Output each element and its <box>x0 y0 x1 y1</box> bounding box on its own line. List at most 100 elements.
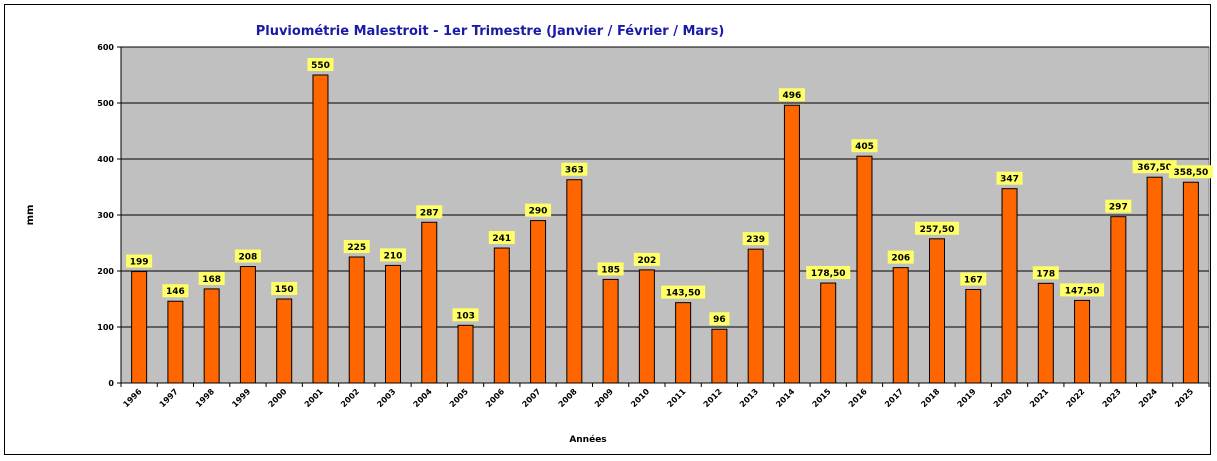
data-label-2009: 185 <box>597 262 624 276</box>
bar-2018 <box>929 238 945 384</box>
data-label-text: 210 <box>384 251 403 261</box>
data-label-2015: 178,50 <box>806 266 851 280</box>
data-label-1998: 168 <box>198 271 225 285</box>
x-tick-label-2021: 2021 <box>1028 387 1050 409</box>
data-label-text: 239 <box>746 235 765 245</box>
data-label-2021: 178 <box>1032 266 1059 280</box>
data-label-text: 206 <box>891 254 910 264</box>
data-label-2002: 225 <box>343 240 370 253</box>
data-label-1996: 199 <box>126 254 153 268</box>
data-label-2017: 206 <box>887 250 914 264</box>
x-axis-ticks: 1996 1997 1998 1999 2000 2001 2002 2003 2004 2005… <box>120 383 1210 409</box>
x-tick-label-2019: 2019 <box>956 387 978 409</box>
bar-2013 <box>747 248 764 384</box>
data-label-text: 241 <box>492 234 511 244</box>
data-label-box <box>1060 283 1105 297</box>
data-label-box <box>416 205 443 219</box>
x-tick-label-1996: 1996 <box>121 387 143 409</box>
data-label-box <box>525 203 552 217</box>
bar-2025 <box>1182 181 1199 384</box>
bar-1999 <box>239 266 256 384</box>
data-label-text: 178,50 <box>811 269 846 279</box>
data-label-text: 199 <box>130 258 149 268</box>
x-tick-label-2014: 2014 <box>774 387 796 409</box>
x-tick-label-2011: 2011 <box>665 387 687 409</box>
data-label-text: 146 <box>166 287 185 297</box>
data-label-box <box>561 162 588 176</box>
y-tick-label: 400 <box>97 155 114 164</box>
bar-2024 <box>1146 176 1163 384</box>
data-labels: 199 146 168 208 150 550 225 210 287 103 241 290 363 1… <box>126 58 1213 326</box>
data-label-2010: 202 <box>633 252 660 266</box>
x-tick-label-2004: 2004 <box>412 387 434 409</box>
bar-2011 <box>675 302 692 384</box>
bars <box>131 74 1199 384</box>
data-label-text: 290 <box>529 207 548 217</box>
bar-1996 <box>131 271 148 384</box>
x-tick-label-2018: 2018 <box>919 387 941 409</box>
x-tick-label-2008: 2008 <box>557 387 579 409</box>
x-tick-label-2001: 2001 <box>303 387 325 409</box>
data-label-text: 257,50 <box>920 225 955 235</box>
data-label-2013: 239 <box>742 232 769 246</box>
x-tick-label-2002: 2002 <box>339 387 361 409</box>
bar-1997 <box>167 300 184 384</box>
bar-2015 <box>820 282 837 384</box>
x-tick-label-2010: 2010 <box>629 387 651 409</box>
data-label-text: 496 <box>783 91 802 101</box>
bar-2002 <box>348 256 365 384</box>
bar-2017 <box>892 267 909 384</box>
data-label-2019: 167 <box>960 272 987 286</box>
data-label-text: 358,50 <box>1173 168 1208 178</box>
data-label-text: 297 <box>1109 203 1128 213</box>
y-tick-label: 100 <box>97 323 114 332</box>
data-label-2006: 241 <box>488 231 515 245</box>
data-label-2020: 347 <box>996 171 1023 185</box>
data-label-box <box>597 262 624 276</box>
x-tick-label-1997: 1997 <box>158 387 180 409</box>
data-label-box <box>234 249 261 263</box>
data-label-2004: 287 <box>416 205 443 219</box>
bar-2020 <box>1001 188 1018 384</box>
y-tick-label: 0 <box>108 379 114 388</box>
x-tick-label-2003: 2003 <box>375 387 397 409</box>
data-label-2022: 147,50 <box>1060 283 1105 297</box>
data-label-box <box>633 252 660 266</box>
data-label-text: 208 <box>239 253 258 263</box>
bar-2012 <box>711 328 728 384</box>
y-tick-label: 200 <box>97 267 114 276</box>
data-label-text: 178 <box>1036 269 1055 279</box>
bar-2023 <box>1110 216 1127 384</box>
data-label-2011: 143,50 <box>661 285 706 299</box>
x-tick-label-1999: 1999 <box>230 387 252 409</box>
data-label-box <box>709 312 730 326</box>
bar-2019 <box>965 288 982 384</box>
bar-2003 <box>385 264 401 384</box>
data-label-box <box>1105 199 1132 213</box>
x-tick-label-2009: 2009 <box>593 387 615 409</box>
y-axis-ticks: 0 100 200 300 400 500 600 <box>97 43 121 388</box>
x-axis-label: Années <box>569 434 606 445</box>
data-label-1997: 146 <box>162 284 189 298</box>
data-label-2003: 210 <box>380 248 406 262</box>
data-label-text: 185 <box>601 265 620 275</box>
data-label-text: 103 <box>456 311 475 321</box>
bar-2000 <box>276 298 293 384</box>
y-axis-label: mm <box>25 205 36 226</box>
data-label-text: 202 <box>637 256 656 266</box>
x-tick-label-2000: 2000 <box>267 387 289 409</box>
data-label-text: 167 <box>964 275 983 285</box>
data-label-text: 550 <box>311 61 330 71</box>
x-tick-label-2023: 2023 <box>1101 387 1123 409</box>
data-label-box <box>198 271 225 285</box>
data-label-box <box>488 231 515 245</box>
bar-2009 <box>602 278 619 384</box>
data-label-2024: 367,50 <box>1132 160 1177 174</box>
data-label-box <box>452 308 479 322</box>
x-tick-label-2012: 2012 <box>702 387 724 409</box>
x-tick-label-2013: 2013 <box>738 387 760 409</box>
gridlines <box>121 46 1209 328</box>
chart-title: Pluviométrie Malestroit - 1er Trimestre … <box>256 24 725 39</box>
data-label-2023: 297 <box>1105 199 1132 213</box>
